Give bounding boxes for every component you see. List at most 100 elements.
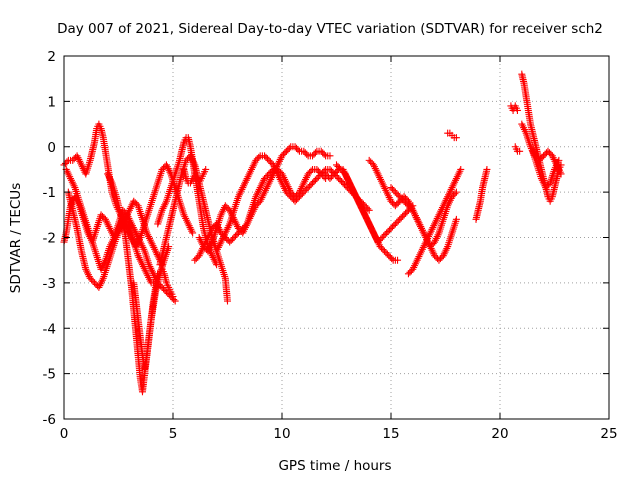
data-point <box>265 170 273 178</box>
data-point-fill <box>306 168 314 176</box>
data-point <box>224 297 231 305</box>
data-point-fill <box>170 296 178 304</box>
data-point-fill <box>399 196 407 204</box>
data-point-fill <box>320 150 328 158</box>
x-tick-label: 10 <box>273 426 290 442</box>
data-point <box>300 188 308 196</box>
y-tick-label: 2 <box>47 49 56 65</box>
data-point-fill <box>382 249 390 257</box>
data-point-fill <box>390 221 398 229</box>
data-point <box>452 188 460 196</box>
data-point <box>158 283 166 291</box>
data-point-fill <box>284 190 292 198</box>
data-point-fill <box>231 232 239 240</box>
data-point-fill <box>262 173 270 181</box>
x-tick-label: 20 <box>491 426 508 442</box>
data-point <box>326 175 334 183</box>
data-point <box>339 179 347 187</box>
data-point-fill <box>152 249 160 257</box>
data-point-fill <box>297 191 305 199</box>
data-point-fill <box>340 181 348 189</box>
data-point <box>542 184 550 192</box>
data-point-fill <box>161 286 169 294</box>
data-point <box>544 147 552 155</box>
data-point <box>391 202 399 210</box>
data-point-fill <box>451 190 459 198</box>
data-point-fill <box>301 149 309 157</box>
data-point-fill <box>338 178 346 186</box>
data-point-fill <box>319 168 327 176</box>
data-point-fill <box>381 230 389 238</box>
data-point <box>300 147 308 155</box>
data-point-fill <box>294 146 302 154</box>
y-tick-label: -6 <box>43 412 56 428</box>
data-point-fill <box>383 250 391 258</box>
data-point-fill <box>263 155 271 163</box>
data-point-fill <box>236 226 244 234</box>
data-point-fill <box>314 173 322 181</box>
data-point <box>252 156 260 164</box>
y-axis-label: SDTVAR / TECUs <box>8 183 24 293</box>
y-tick-label: -4 <box>43 321 56 337</box>
data-point <box>91 279 99 287</box>
data-point <box>226 238 234 246</box>
data-point-fill <box>538 153 546 161</box>
data-point-fill <box>160 164 168 172</box>
data-point-fill <box>285 191 293 199</box>
data-point <box>326 152 334 160</box>
y-tick-label: -2 <box>43 231 56 247</box>
data-point-fill <box>131 199 139 207</box>
data-point-fill <box>393 200 401 208</box>
data-point-fill <box>393 190 401 198</box>
data-point <box>335 175 343 183</box>
data-point <box>557 170 565 178</box>
data-point <box>396 215 404 223</box>
data-point-fill <box>436 255 444 263</box>
data-point-fill <box>406 268 414 276</box>
x-axis-label: GPS time / hours <box>278 458 391 474</box>
x-tick-label: 0 <box>60 426 69 442</box>
data-point <box>304 184 312 192</box>
data-point <box>202 165 210 173</box>
data-point-fill <box>301 187 309 195</box>
data-point-fill <box>306 182 314 190</box>
data-point-fill <box>378 244 386 252</box>
data-point-fill <box>298 190 306 198</box>
data-point-fill <box>311 176 319 184</box>
data-point-fill <box>336 176 344 184</box>
data-point <box>387 224 395 232</box>
data-point <box>169 292 177 300</box>
data-point-fill <box>285 144 293 152</box>
data-point-fill <box>263 171 271 179</box>
data-point <box>261 175 269 183</box>
y-tick-label: -1 <box>43 185 56 201</box>
data-point <box>330 170 338 178</box>
data-point-fill <box>262 153 270 161</box>
data-point-fill <box>303 150 311 158</box>
data-point <box>337 165 345 173</box>
data-point-fill <box>310 178 318 186</box>
data-point-fill <box>393 218 401 226</box>
data-point-fill <box>332 168 340 176</box>
data-point-fill <box>227 237 235 245</box>
data-point-fill <box>311 149 319 157</box>
data-point <box>435 256 443 264</box>
data-point <box>400 197 408 205</box>
data-point <box>171 297 179 305</box>
chart-title: Day 007 of 2021, Sidereal Day-to-day VTE… <box>57 21 603 37</box>
data-point <box>513 106 521 114</box>
data-point-fill <box>223 203 231 211</box>
axis-ticks: 0 5 10 15 20 25 -6 -5 -4 -3 -2 -1 0 1 2 <box>43 49 618 442</box>
data-point <box>483 165 491 173</box>
data-point-fill <box>201 244 209 252</box>
data-point-fill <box>397 214 405 222</box>
data-point-fill <box>316 171 324 179</box>
data-point-fill <box>229 235 237 243</box>
data-point <box>189 229 197 237</box>
data-point-fill <box>394 217 402 225</box>
data-point-fill <box>281 149 289 157</box>
data-point <box>261 152 269 160</box>
data-point <box>200 243 208 251</box>
y-tick-label: 1 <box>47 94 56 110</box>
data-point-fill <box>334 162 342 170</box>
